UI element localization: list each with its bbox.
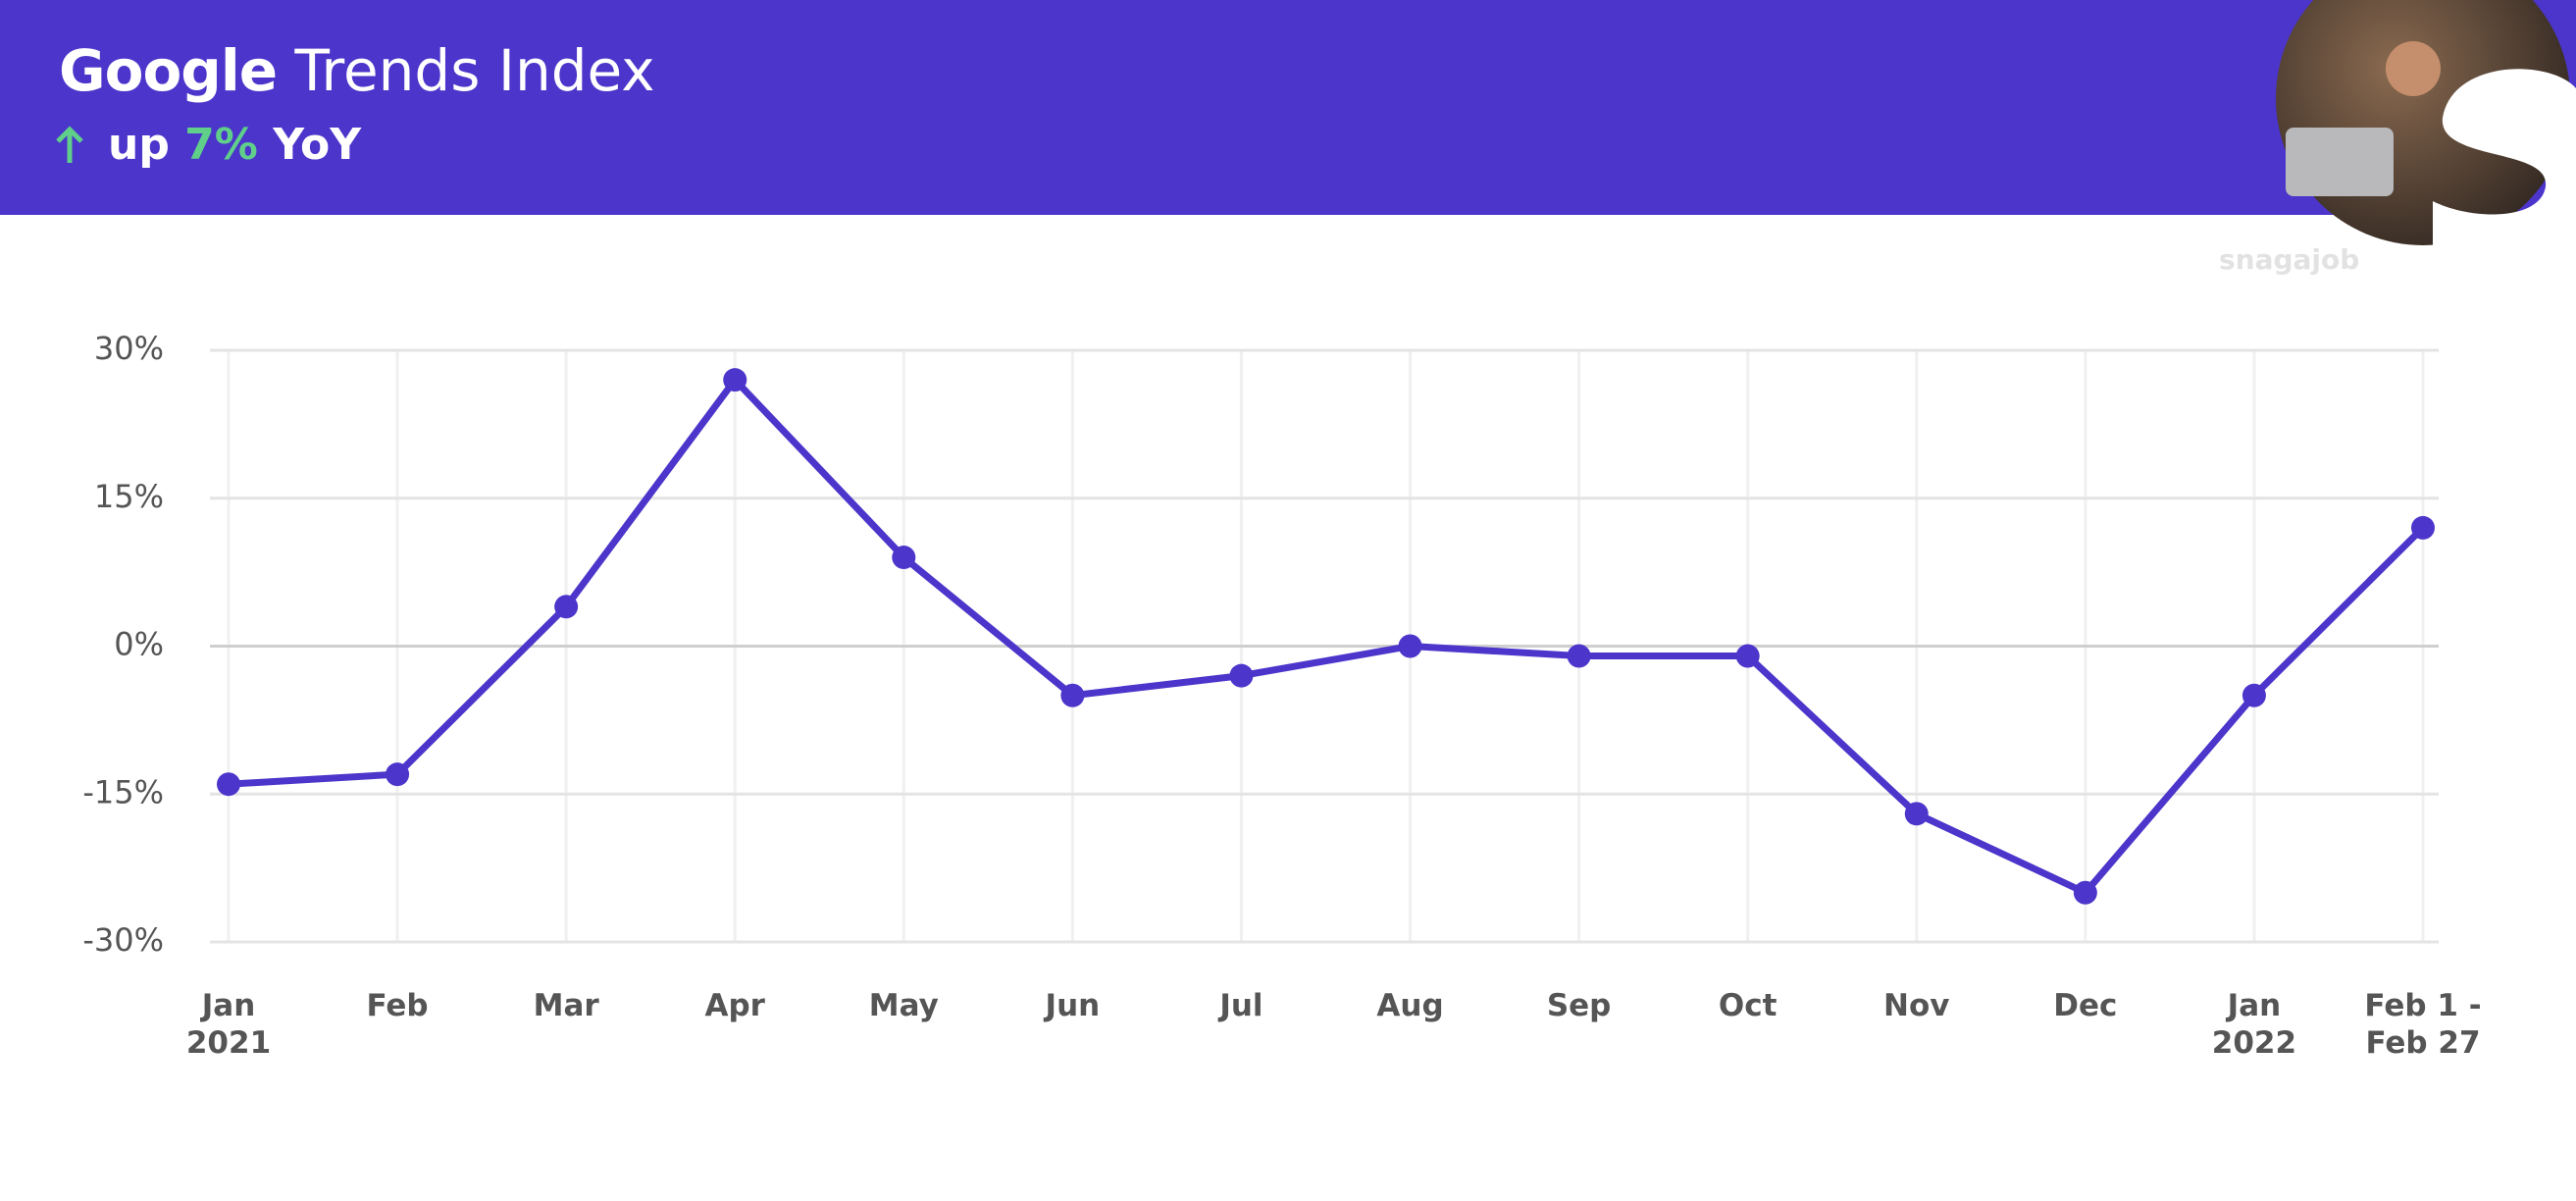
point (1735, 644, 1760, 668)
x-tick-label: Jan 2021 (185, 988, 272, 1061)
point (723, 368, 747, 392)
y-tick-label: 15% (94, 478, 164, 515)
y-tick-label: 0% (114, 626, 164, 663)
point (2073, 880, 2097, 905)
change-suffix: YoY (273, 120, 362, 170)
change-prefix: up (108, 120, 170, 170)
title: Google Trends Index (59, 37, 655, 104)
x-tick-label: Nov (1883, 988, 1950, 1023)
point (1398, 634, 1422, 658)
subtitle: up 7% YoY (59, 120, 361, 170)
point (217, 772, 240, 797)
point (554, 595, 579, 619)
x-tick-label: Dec (2053, 988, 2118, 1023)
change-value: 7% (184, 120, 258, 170)
x-tick-label: Oct (1718, 988, 1777, 1023)
x-tick-label: Aug (1376, 988, 1444, 1023)
watermark: snagajob (2219, 243, 2360, 276)
point (1060, 683, 1085, 707)
x-tick-label: Jul (1219, 988, 1263, 1023)
laptop (2286, 128, 2394, 196)
x-tick-label: Apr (704, 988, 765, 1023)
point (892, 546, 916, 570)
up-arrow-icon (56, 126, 83, 163)
x-tick-label: Jan 2022 (2211, 988, 2297, 1061)
x-tick-label: Sep (1546, 988, 1612, 1023)
point (1567, 644, 1591, 668)
title-text: Trends Index (294, 37, 655, 104)
line (228, 376, 2426, 897)
logo-badge (2276, 0, 2576, 245)
point (386, 762, 410, 787)
y-tick-label: 30% (94, 330, 164, 367)
point (2411, 515, 2435, 540)
x-tick-label: May (868, 988, 939, 1023)
face (2386, 41, 2441, 96)
point (1229, 663, 1254, 688)
brand: Google (59, 37, 278, 104)
x-tick-label: Mar (533, 988, 599, 1023)
point (1904, 802, 1929, 826)
x-tick-label: Feb 1 - Feb 27 (2364, 988, 2482, 1061)
point (2241, 683, 2266, 707)
logo-s (2433, 69, 2576, 245)
x-tick-label: Feb (366, 988, 429, 1023)
header-banner: Google Trends Index up 7% YoY (0, 0, 2576, 215)
x-tick-label: Jun (1045, 988, 1101, 1023)
y-tick-label: -15% (82, 773, 164, 810)
y-tick-label: -30% (82, 921, 164, 959)
